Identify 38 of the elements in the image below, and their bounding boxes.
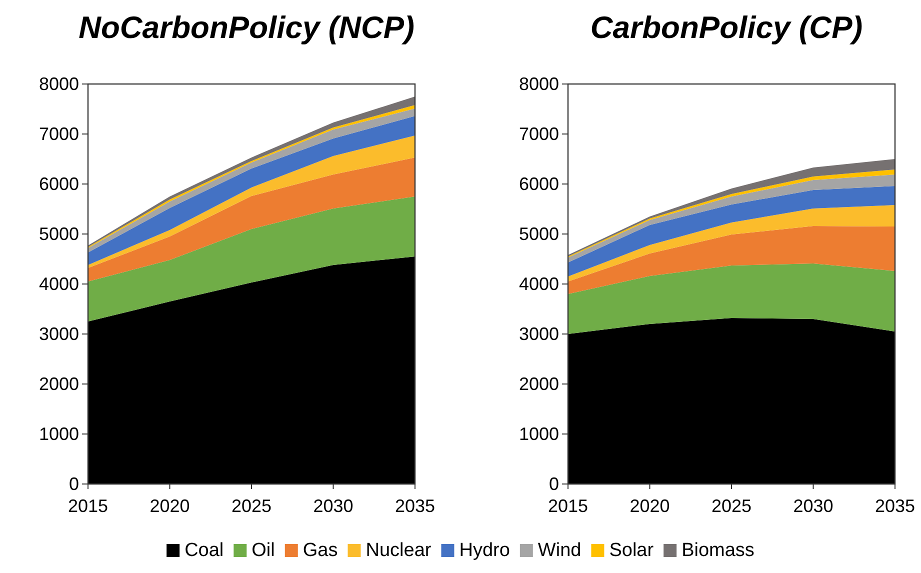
legend-label: Oil	[252, 540, 275, 561]
legend-label: Wind	[538, 540, 582, 561]
y-tick-label: 2000	[518, 374, 559, 394]
x-tick-label: 2030	[793, 496, 834, 516]
x-tick-label: 2035	[874, 496, 916, 516]
legend-label: Nuclear	[366, 540, 432, 561]
y-tick-label: 8000	[38, 74, 79, 94]
chart-title: CarbonPolicy (CP)	[590, 10, 863, 45]
y-tick-label: 3000	[38, 324, 79, 344]
legend-label: Gas	[302, 540, 338, 561]
y-tick-label: 1000	[518, 424, 559, 444]
y-tick-label: 0	[548, 474, 559, 494]
legend-label: Biomass	[682, 540, 754, 561]
legend-label: Hydro	[459, 540, 510, 561]
x-tick-label: 2015	[548, 496, 588, 516]
x-tick-label: 2015	[68, 496, 108, 516]
legend-label: Coal	[184, 540, 224, 561]
x-tick-label: 2020	[150, 496, 190, 516]
x-tick-label: 2035	[394, 496, 436, 516]
x-tick-label: 2020	[630, 496, 670, 516]
y-tick-label: 5000	[38, 224, 79, 244]
y-tick-label: 8000	[518, 74, 559, 94]
y-tick-label: 4000	[518, 274, 559, 294]
y-tick-label: 4000	[38, 274, 79, 294]
x-tick-label: 2025	[231, 496, 272, 516]
x-tick-label: 2025	[711, 496, 752, 516]
y-tick-label: 6000	[38, 174, 79, 194]
y-tick-label: 0	[68, 474, 79, 494]
y-tick-label: 7000	[518, 124, 559, 144]
y-tick-label: 1000	[38, 424, 79, 444]
y-tick-label: 7000	[38, 124, 79, 144]
chart-title: NoCarbonPolicy (NCP)	[78, 10, 414, 45]
x-tick-label: 2030	[313, 496, 354, 516]
y-tick-label: 5000	[518, 224, 559, 244]
y-tick-label: 2000	[38, 374, 79, 394]
y-tick-label: 3000	[518, 324, 559, 344]
y-tick-label: 6000	[518, 174, 559, 194]
legend-label: Solar	[609, 540, 654, 561]
